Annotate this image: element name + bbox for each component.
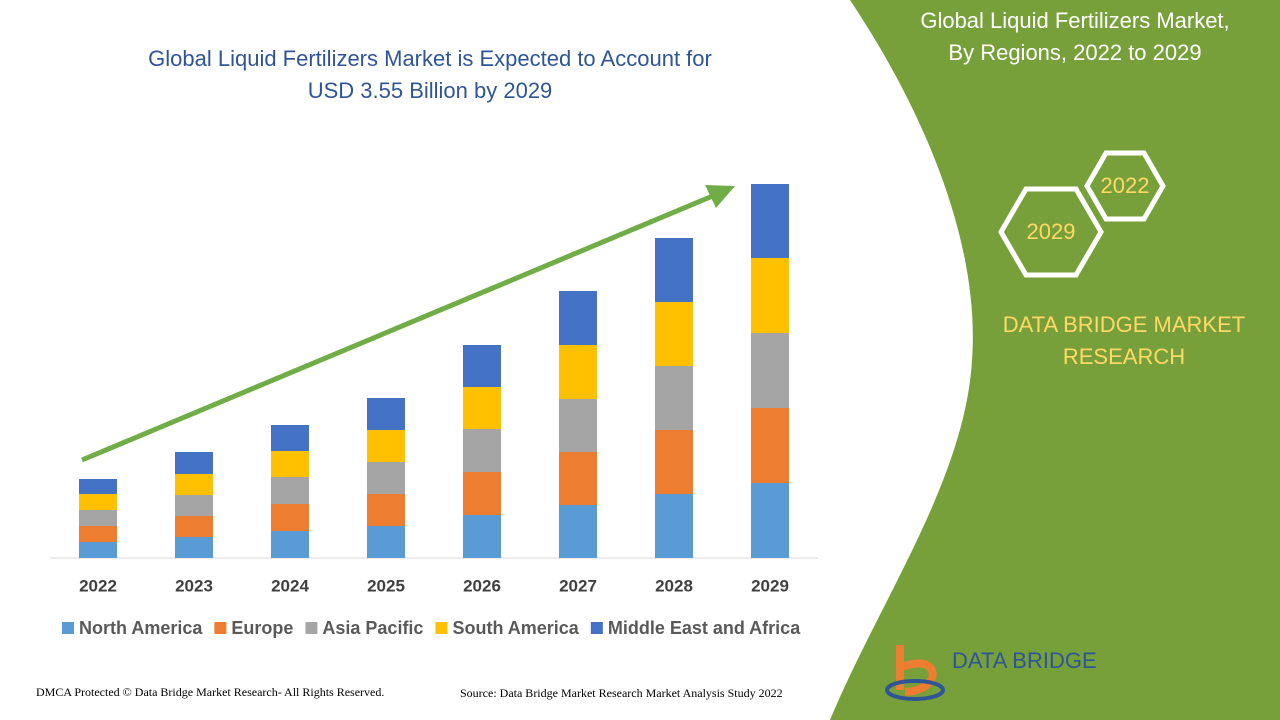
bar-segment xyxy=(271,425,309,451)
bar-segment xyxy=(751,184,789,258)
bar-segment xyxy=(79,526,117,542)
bar-segment xyxy=(751,258,789,333)
bar-segment xyxy=(79,494,117,510)
x-tick-label: 2027 xyxy=(559,576,597,595)
bar-segment xyxy=(367,462,405,494)
bar-segment xyxy=(79,542,117,558)
x-tick-label: 2029 xyxy=(751,576,789,595)
bar-segment xyxy=(751,483,789,558)
bar-segment xyxy=(175,474,213,495)
bar-segment xyxy=(655,302,693,366)
bar-segment xyxy=(463,429,501,472)
side-panel xyxy=(830,0,1280,720)
logo-text: DATA BRIDGE xyxy=(952,648,1097,673)
bar-segment xyxy=(271,531,309,558)
legend-label: Middle East and Africa xyxy=(608,618,801,638)
footer: Source: Data Bridge Market Research Mark… xyxy=(460,686,783,700)
legend-label: North America xyxy=(79,618,203,638)
brand: DATA BRIDGE MARKET xyxy=(1003,312,1245,337)
bar-segment xyxy=(271,504,309,531)
panel-title: Global Liquid Fertilizers Market, xyxy=(920,8,1229,33)
legend-label: Asia Pacific xyxy=(322,618,423,638)
bar-segment xyxy=(79,510,117,526)
bar-segment xyxy=(655,366,693,430)
legend-swatch xyxy=(305,622,318,634)
bar-segment xyxy=(463,472,501,515)
legend-label: South America xyxy=(452,618,579,638)
bar-segment xyxy=(655,430,693,494)
brand: RESEARCH xyxy=(1063,344,1185,369)
x-tick-label: 2023 xyxy=(175,576,213,595)
hex-label: 2022 xyxy=(1101,173,1150,198)
bar-segment xyxy=(463,515,501,558)
bar-segment xyxy=(271,477,309,504)
legend-swatch xyxy=(590,622,603,634)
trend-arrow xyxy=(81,192,716,463)
bar-segment xyxy=(463,345,501,387)
bar-segment xyxy=(559,291,597,345)
logo-mark xyxy=(885,679,945,701)
footer: DMCA Protected © Data Bridge Market Rese… xyxy=(36,685,384,699)
x-tick-label: 2022 xyxy=(79,576,117,595)
bar-segment xyxy=(463,387,501,429)
panel-title: By Regions, 2022 to 2029 xyxy=(948,40,1201,65)
bar-segment xyxy=(79,479,117,494)
legend-swatch xyxy=(62,622,74,634)
bar-segment xyxy=(175,495,213,516)
chart-title: USD 3.55 Billion by 2029 xyxy=(308,78,553,103)
legend-swatch xyxy=(214,622,227,634)
bar-segment xyxy=(559,345,597,399)
bar-segment xyxy=(559,505,597,558)
legend-label: Europe xyxy=(231,618,293,638)
bar-segment xyxy=(175,452,213,474)
bar-segment xyxy=(367,494,405,526)
chart-title: Global Liquid Fertilizers Market is Expe… xyxy=(148,46,712,71)
hex-label: 2029 xyxy=(1027,219,1076,244)
hexagon xyxy=(1084,150,1166,222)
bar-segment xyxy=(367,526,405,558)
bar-segment xyxy=(655,238,693,302)
x-tick-label: 2028 xyxy=(655,576,693,595)
x-tick-label: 2026 xyxy=(463,576,501,595)
bar-segment xyxy=(175,537,213,558)
bar-segment xyxy=(367,430,405,462)
legend-swatch xyxy=(435,622,448,634)
x-tick-label: 2024 xyxy=(271,576,309,595)
bar-segment xyxy=(271,451,309,477)
bar-segment xyxy=(655,494,693,558)
bar-segment xyxy=(559,452,597,505)
bar-segment xyxy=(175,516,213,537)
bar-segment xyxy=(559,399,597,452)
bar-segment xyxy=(751,333,789,408)
bar-segment xyxy=(751,408,789,483)
hexagon xyxy=(998,186,1104,278)
x-tick-label: 2025 xyxy=(367,576,405,595)
bar-segment xyxy=(367,398,405,430)
trend-arrow-head xyxy=(705,185,735,208)
